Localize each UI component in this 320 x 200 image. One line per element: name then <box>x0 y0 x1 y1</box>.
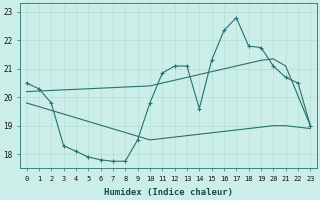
X-axis label: Humidex (Indice chaleur): Humidex (Indice chaleur) <box>104 188 233 197</box>
